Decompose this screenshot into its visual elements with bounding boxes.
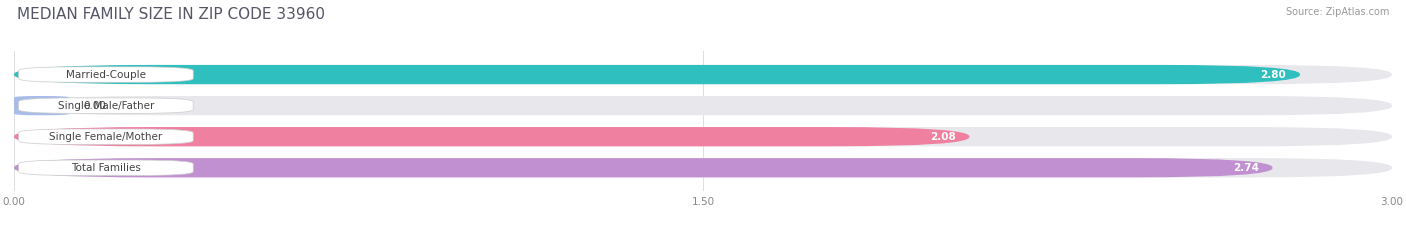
Text: 0.00: 0.00 [83, 101, 105, 111]
FancyBboxPatch shape [18, 129, 193, 144]
Text: Total Families: Total Families [70, 163, 141, 173]
Text: 2.08: 2.08 [929, 132, 956, 142]
FancyBboxPatch shape [14, 158, 1392, 177]
FancyBboxPatch shape [14, 96, 1392, 115]
Text: Source: ZipAtlas.com: Source: ZipAtlas.com [1285, 7, 1389, 17]
Text: 2.80: 2.80 [1261, 70, 1286, 79]
FancyBboxPatch shape [14, 96, 69, 115]
Text: Single Male/Father: Single Male/Father [58, 101, 155, 111]
FancyBboxPatch shape [18, 67, 193, 82]
FancyBboxPatch shape [14, 65, 1392, 84]
FancyBboxPatch shape [18, 160, 193, 175]
Text: 2.74: 2.74 [1233, 163, 1258, 173]
Text: Single Female/Mother: Single Female/Mother [49, 132, 163, 142]
FancyBboxPatch shape [14, 158, 1272, 177]
Text: MEDIAN FAMILY SIZE IN ZIP CODE 33960: MEDIAN FAMILY SIZE IN ZIP CODE 33960 [17, 7, 325, 22]
FancyBboxPatch shape [14, 65, 1301, 84]
FancyBboxPatch shape [18, 98, 193, 113]
FancyBboxPatch shape [14, 127, 969, 146]
Text: Married-Couple: Married-Couple [66, 70, 146, 79]
FancyBboxPatch shape [14, 127, 1392, 146]
